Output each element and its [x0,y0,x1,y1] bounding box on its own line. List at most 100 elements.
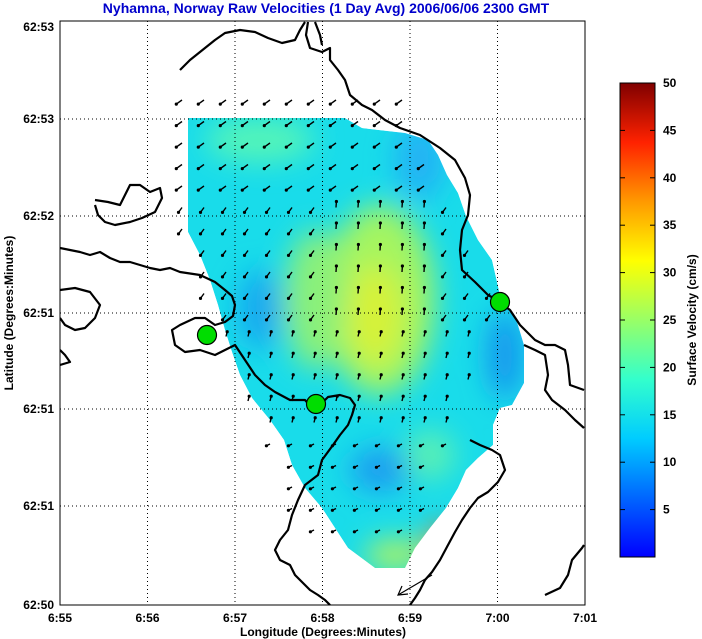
velocity-vector-head [418,465,422,469]
velocity-vector-head [335,416,339,420]
velocity-vector-head [394,167,398,171]
velocity-vector-head [423,351,427,355]
colorbar-tick-label: 30 [663,266,677,280]
velocity-vector-head [240,145,244,149]
velocity-vector-head [330,508,334,512]
velocity-vector-head [374,487,378,491]
velocity-vector-head [401,394,405,398]
velocity-vector-head [291,351,295,355]
velocity-vector-head [445,373,449,377]
y-tick-label: 62:52 [23,209,54,223]
x-axis-label: Longitude (Degrees:Minutes) [240,625,406,639]
velocity-vector-head [284,188,288,192]
velocity-vector-head [423,373,427,377]
velocity-vector-head [284,102,288,106]
velocity-vector-head [247,351,251,355]
velocity-vector-head [423,416,427,420]
velocity-vector-head [242,318,247,322]
velocity-vector-head [356,307,360,311]
velocity-vector-head [269,373,273,377]
velocity-vector-head [356,199,360,204]
velocity-vector-head [262,145,266,149]
velocity-vector-head [445,351,449,355]
colorbar-tick-label: 50 [663,76,677,90]
velocity-vector-head [242,296,247,300]
velocity-vector-head [198,275,203,279]
velocity-vector-head [401,351,405,355]
velocity-vector-head [240,167,244,171]
velocity-vector-head [350,102,354,106]
velocity-vector-head [334,285,338,290]
velocity-vector-head [247,373,251,377]
velocity-vector-head [286,232,291,236]
grid-lines [60,21,585,605]
velocity-vector-head [400,285,404,290]
velocity-vector-head [308,530,312,534]
velocity-vector-head [284,167,288,171]
chart-title: Nyhamna, Norway Raw Velocities (1 Day Av… [103,0,550,16]
velocity-vector-head [372,145,376,149]
velocity-vector-head [445,394,449,398]
velocity-vector-head [306,102,310,106]
colorbar-tick-label: 15 [663,408,677,422]
velocity-vector-head [284,123,288,128]
velocity-vector-head [396,530,400,534]
radar-sites [196,291,511,415]
velocity-vector-head [313,373,317,377]
velocity-vector-head [291,394,295,398]
velocity-vector-head [264,210,269,214]
velocity-vector-head [286,465,290,469]
velocity-vector-head [269,416,273,420]
velocity-vector-head [423,394,427,398]
velocity-vector-head [334,307,338,311]
velocity-vector-head [286,444,290,448]
colorbar-label: Surface Velocity (cm/s) [685,254,699,385]
velocity-vector-head [264,275,269,279]
velocity-vector-head [269,351,273,355]
velocity-vector-head [356,221,360,225]
velocity-vector-head [422,199,426,204]
velocity-vector-head [374,508,378,512]
velocity-vector-head [264,253,269,257]
velocity-vector-head [350,123,354,128]
velocity-vector-head [306,167,310,171]
velocity-vector-head [334,264,338,268]
velocity-vector-head [396,444,400,448]
velocity-vector-head [394,102,398,106]
velocity-vector-head [352,465,356,469]
x-tick-labels: 6:55 6:56 6:57 6:58 6:59 7:00 7:01 [48,611,597,625]
velocity-vector-head [308,232,313,236]
velocity-vector-head [357,373,361,377]
velocity-vector-head [400,307,404,311]
velocity-vector-head [308,487,312,491]
velocity-vector-head [242,275,247,279]
velocity-vector-head [394,123,398,128]
x-tick-label: 6:56 [135,611,159,625]
velocity-vector-head [440,253,445,257]
velocity-vector-head [198,253,203,257]
velocity-vector-head [445,330,449,334]
velocity-vector-head [218,167,222,171]
colorbar-tick-label: 20 [663,360,677,374]
velocity-vector-head [291,416,295,420]
velocity-vector-head [198,232,203,236]
velocity-vector-head [335,351,339,355]
velocity-vector-head [247,394,251,398]
velocity-vector-head [240,123,244,128]
y-tick-label: 62:51 [23,306,54,320]
velocity-vector-head [467,330,471,334]
velocity-vector-head [262,167,266,171]
velocity-vector-head [400,242,404,247]
velocity-vector-head [240,102,244,106]
velocity-vector-head [378,285,382,290]
colorbar-tick-label: 25 [663,313,677,327]
velocity-vector-head [352,444,356,448]
velocity-vector-head [218,145,222,149]
reference-arrow [397,574,433,596]
velocity-vector-head [394,188,398,192]
velocity-vector-head [262,102,266,106]
velocity-vector-head [328,102,332,106]
velocity-vector-head [335,394,339,398]
velocity-vector-head [306,123,310,128]
